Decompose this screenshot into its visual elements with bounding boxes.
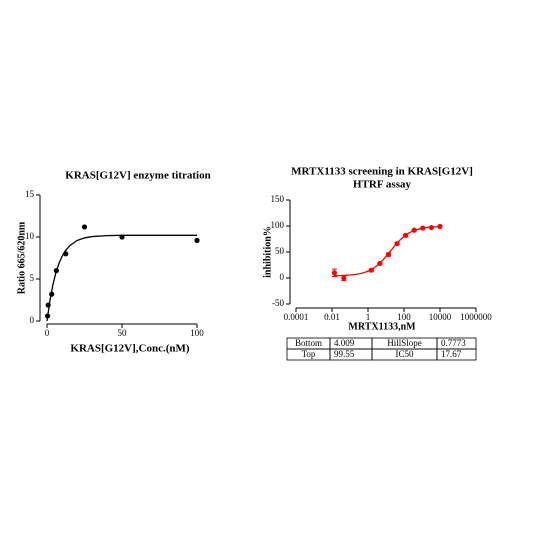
data-point: [420, 225, 426, 231]
data-point: [44, 313, 51, 319]
data-point: [385, 252, 392, 258]
x-axis-label: KRAS[G12V],Conc.(nM): [70, 343, 189, 355]
data-point: [45, 302, 51, 308]
x-tick-label: 100: [190, 328, 204, 338]
data-point: [119, 234, 125, 240]
y-tick-label: 0: [280, 272, 285, 282]
table-text: 4.009: [334, 338, 355, 348]
y-axis-label: Ratio 665/620nm: [16, 221, 27, 294]
x-tick-label: 50: [118, 328, 128, 338]
table-text: 17.67: [441, 349, 462, 359]
x-tick-label: 0.0001: [284, 312, 309, 322]
fit-curve: [46, 234, 197, 322]
chart-title: MRTX1133 screening in KRAS[G12V]: [291, 166, 473, 178]
data-point: [53, 268, 59, 274]
table-text: 0.7773: [441, 338, 466, 348]
y-tick-label: 100: [271, 220, 285, 230]
y-tick-label: -50: [272, 298, 284, 308]
x-tick-label: 1: [366, 312, 371, 322]
y-tick-label: 50: [275, 246, 285, 256]
table-text: Bottom: [295, 338, 322, 348]
x-tick-label: 1000000: [460, 312, 492, 322]
table-text: Top: [302, 349, 316, 359]
x-axis-label: MRTX1133,nM: [348, 321, 416, 332]
data-point: [394, 241, 400, 247]
x-tick-label: 0: [45, 328, 50, 338]
x-tick-label: 100: [397, 312, 411, 322]
chart-title: HTRF assay: [353, 179, 411, 191]
y-tick-label: 0: [30, 315, 35, 325]
x-tick-label: 10000: [429, 312, 452, 322]
y-tick-label: 150: [271, 194, 285, 204]
data-point: [49, 291, 55, 297]
data-point: [341, 275, 347, 281]
y-tick-label: 15: [25, 189, 35, 199]
table-text: HillSlope: [387, 338, 422, 348]
data-point: [63, 251, 69, 257]
table-text: 99.55: [334, 349, 355, 359]
data-point: [368, 267, 374, 273]
fit-curve: [334, 225, 441, 277]
y-tick-label: 5: [30, 273, 35, 283]
data-point: [81, 224, 88, 230]
data-point: [194, 237, 200, 243]
x-tick-label: 0.01: [324, 312, 340, 322]
y-axis-label: inhibition%: [262, 226, 273, 278]
data-point: [428, 224, 435, 231]
data-point: [331, 270, 338, 276]
data-point: [411, 227, 417, 233]
data-point: [377, 260, 383, 267]
data-point: [437, 223, 443, 230]
data-point: [403, 232, 409, 238]
y-tick-label: 10: [25, 231, 35, 241]
table-text: IC50: [396, 349, 415, 359]
table-cell: [436, 348, 477, 361]
chart-title: KRAS[G12V] enzyme titration: [65, 170, 210, 182]
